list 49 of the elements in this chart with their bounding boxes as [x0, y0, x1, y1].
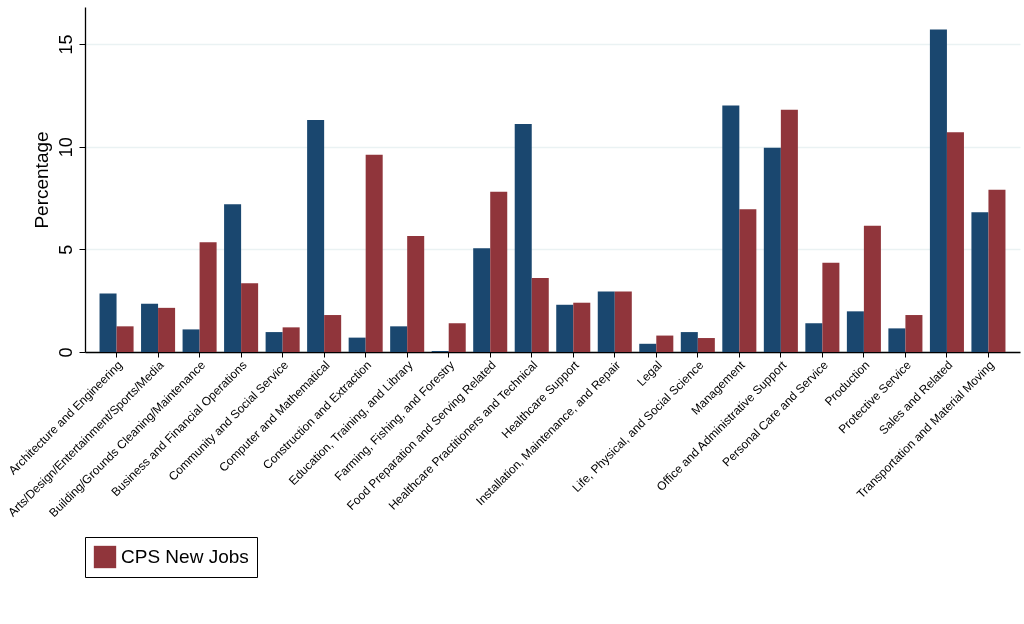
bar	[348, 337, 366, 352]
y-tick-label: 15	[55, 34, 76, 55]
bar	[680, 332, 698, 352]
bar	[448, 323, 466, 352]
bar	[307, 119, 325, 352]
bar	[473, 248, 491, 352]
bar	[656, 335, 674, 352]
bar	[490, 191, 508, 352]
bar	[929, 29, 947, 352]
bar	[780, 109, 798, 352]
bar	[141, 303, 159, 352]
bar	[722, 105, 740, 352]
bar	[116, 326, 134, 352]
bar	[573, 302, 591, 352]
y-tick-label: 10	[55, 137, 76, 158]
bar	[905, 315, 923, 352]
bar	[739, 209, 757, 352]
bar	[639, 343, 657, 352]
bar	[531, 278, 549, 352]
bar	[199, 242, 217, 352]
bar	[182, 329, 200, 352]
bar	[407, 235, 425, 352]
bar	[390, 326, 408, 352]
bar	[697, 338, 715, 352]
legend-label: CPS New Jobs	[121, 546, 249, 567]
bar	[556, 304, 574, 352]
bar	[822, 262, 840, 352]
y-axis-title: Percentage	[30, 131, 52, 229]
bar	[365, 154, 383, 352]
bar	[514, 124, 532, 352]
bar	[846, 311, 864, 352]
bar	[946, 132, 964, 352]
bar	[241, 283, 259, 352]
bar	[763, 147, 781, 352]
bar	[224, 204, 242, 352]
bar	[971, 212, 989, 352]
bar	[282, 327, 300, 352]
bar	[805, 323, 823, 352]
y-tick-label: 0	[55, 347, 76, 358]
bar	[614, 291, 632, 352]
bar	[888, 328, 906, 352]
bar	[99, 293, 117, 352]
bar	[863, 225, 881, 352]
bar	[158, 307, 176, 352]
y-tick-label: 5	[55, 244, 76, 255]
bar	[597, 291, 615, 352]
bar	[265, 332, 283, 352]
bar	[988, 189, 1006, 352]
bar	[324, 315, 342, 352]
